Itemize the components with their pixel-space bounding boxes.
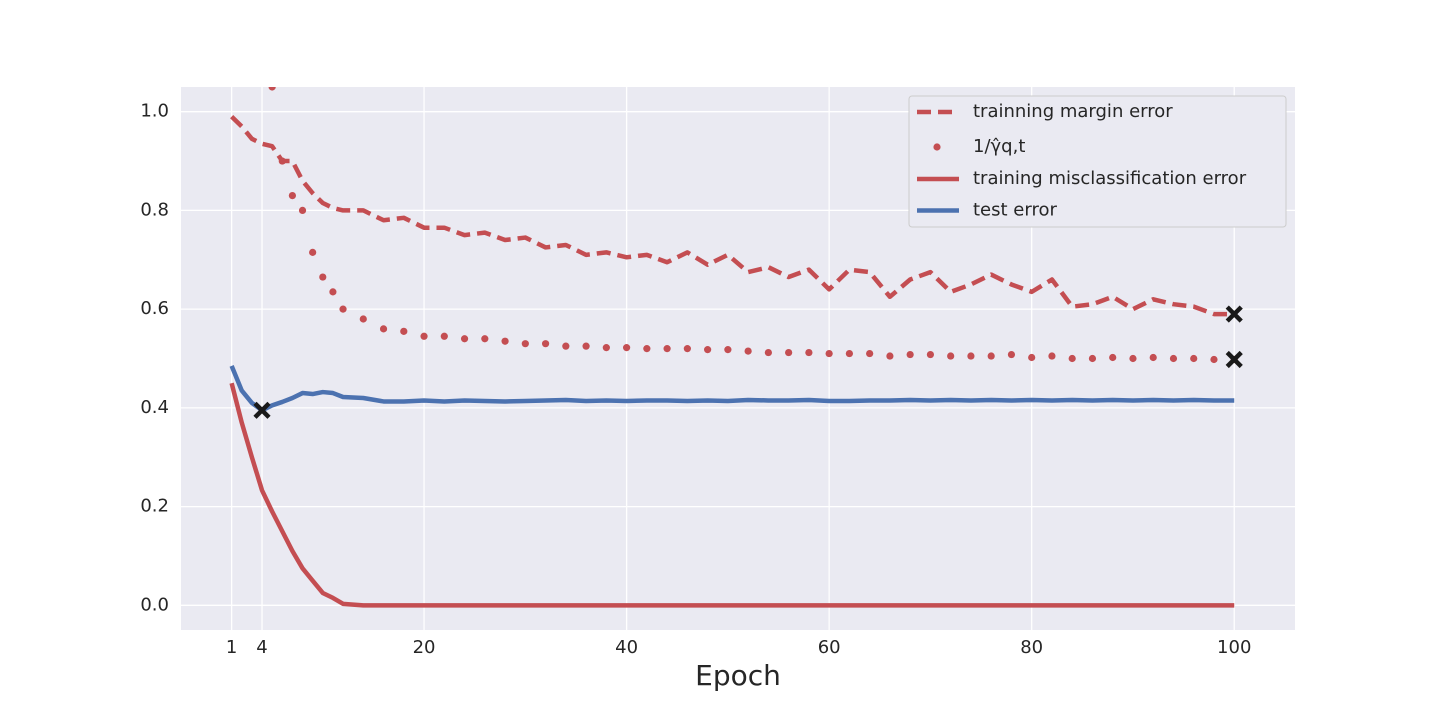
data-point <box>1190 354 1198 363</box>
data-point <box>805 348 813 357</box>
data-point <box>541 340 550 348</box>
data-point <box>886 352 894 360</box>
series-line <box>230 115 1235 317</box>
data-point <box>845 349 854 358</box>
data-point <box>1007 350 1016 359</box>
data-point <box>663 345 671 353</box>
data-point <box>724 346 732 354</box>
data-point <box>440 332 448 340</box>
data-point <box>1109 353 1117 362</box>
data-point <box>602 344 610 352</box>
data-point <box>623 344 631 352</box>
legend-swatch <box>933 143 941 151</box>
x-tick-label: 60 <box>818 637 841 658</box>
data-point <box>562 342 570 350</box>
data-point <box>947 352 955 360</box>
x-tick-label: 4 <box>256 637 267 658</box>
data-point <box>521 340 529 348</box>
x-tick-label: 20 <box>413 637 436 658</box>
data-point <box>866 349 874 358</box>
data-point <box>400 327 408 335</box>
highlight-marker <box>1225 350 1243 369</box>
data-point <box>1169 354 1178 363</box>
y-tick-label: 0.4 <box>140 397 169 418</box>
data-point <box>1210 355 1218 364</box>
highlight-marker <box>253 401 271 419</box>
data-point <box>967 352 975 360</box>
data-point <box>1088 354 1097 363</box>
data-point <box>309 248 317 256</box>
data-point <box>460 335 469 343</box>
legend-label: training misclassification error <box>973 168 1247 189</box>
data-point <box>481 335 489 343</box>
data-point <box>1048 352 1056 360</box>
x-tick-label: 1 <box>226 637 237 658</box>
data-point <box>683 345 691 353</box>
data-point <box>278 157 286 165</box>
data-point <box>359 315 367 323</box>
legend-label: test error <box>973 200 1057 221</box>
plot-layer <box>229 87 1238 608</box>
data-point <box>582 342 590 350</box>
data-point <box>643 345 651 353</box>
y-tick-label: 0.6 <box>140 298 169 319</box>
y-tick-label: 1.0 <box>140 101 169 122</box>
data-point <box>764 348 772 357</box>
series-line <box>229 365 1235 413</box>
data-point <box>987 352 995 360</box>
data-point <box>1149 353 1157 362</box>
x-tick-label: 80 <box>1020 637 1043 658</box>
y-tick-label: 0.0 <box>140 594 169 615</box>
data-point <box>339 305 347 313</box>
x-tick-label: 40 <box>615 637 638 658</box>
data-point <box>298 206 307 215</box>
data-point <box>825 349 833 358</box>
data-point <box>329 288 337 296</box>
legend-label: 1/γ̂q,t <box>973 136 1025 157</box>
data-point <box>501 337 509 345</box>
series-line <box>229 382 1235 608</box>
data-point <box>704 346 712 354</box>
data-point <box>288 192 296 200</box>
data-point <box>744 347 752 355</box>
data-point <box>268 87 276 91</box>
data-point <box>319 273 327 281</box>
data-point <box>906 350 914 359</box>
x-tick-label: 100 <box>1217 637 1251 658</box>
data-point <box>1129 354 1137 363</box>
data-point <box>420 332 428 340</box>
y-tick-label: 0.2 <box>140 496 169 517</box>
data-point <box>379 325 388 333</box>
data-point <box>785 348 793 357</box>
highlight-marker <box>1225 305 1243 323</box>
data-point <box>926 350 935 359</box>
y-tick-label: 0.8 <box>140 199 169 220</box>
legend-box <box>908 95 1287 228</box>
legend-label: trainning margin error <box>973 101 1173 122</box>
data-point <box>1068 354 1076 363</box>
x-axis-label: Epoch <box>695 659 781 692</box>
data-point <box>1028 353 1036 362</box>
